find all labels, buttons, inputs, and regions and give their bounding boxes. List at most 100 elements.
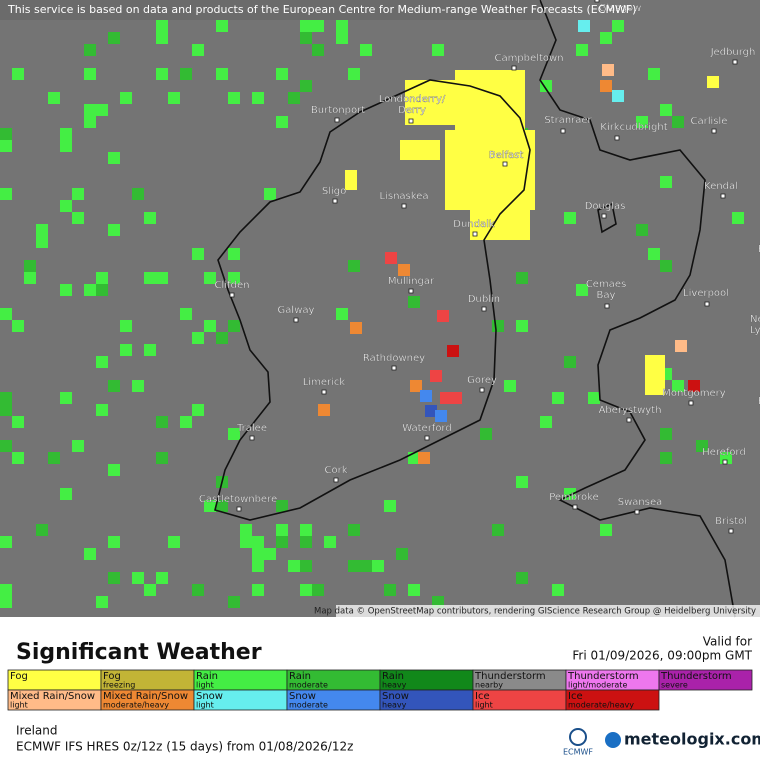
precip-cell <box>675 340 687 352</box>
rain-cell <box>660 428 672 440</box>
place-label: Mullingar <box>388 276 435 287</box>
place-dot <box>511 65 517 71</box>
rain-cell <box>0 392 12 404</box>
rain-cell <box>564 212 576 224</box>
place-label: Bristol <box>715 516 747 527</box>
precip-cell <box>425 405 437 417</box>
rain-cell <box>156 272 168 284</box>
rain-cell <box>12 452 24 464</box>
place-dot <box>236 506 242 512</box>
rain-cell <box>648 248 660 260</box>
rain-cell <box>576 284 588 296</box>
place-dot <box>479 387 485 393</box>
rain-cell <box>96 284 108 296</box>
rain-cell <box>120 92 132 104</box>
rain-cell <box>0 596 12 608</box>
rain-cell <box>264 548 276 560</box>
rain-cell <box>324 536 336 548</box>
banner: This service is based on data and produc… <box>7 3 636 16</box>
legend-detail: light <box>196 681 214 690</box>
rain-cell <box>300 20 312 32</box>
rain-cell <box>216 332 228 344</box>
place-dot <box>401 203 407 209</box>
rain-cell <box>300 584 312 596</box>
place-label: Aberystwyth <box>599 405 662 416</box>
place-dot <box>293 317 299 323</box>
precip-cell <box>612 90 624 102</box>
place-dot <box>502 161 508 167</box>
rain-cell <box>672 380 684 392</box>
rain-cell <box>276 116 288 128</box>
rain-cell <box>180 68 192 80</box>
rain-cell <box>168 92 180 104</box>
rain-cell <box>288 92 300 104</box>
place-label: Sligo <box>322 186 346 197</box>
rain-cell <box>276 500 288 512</box>
rain-cell <box>228 320 240 332</box>
rain-cell <box>120 320 132 332</box>
rain-cell <box>24 272 36 284</box>
rain-cell <box>600 32 612 44</box>
place-dot <box>594 0 600 3</box>
rain-cell <box>360 560 372 572</box>
rain-cell <box>144 272 156 284</box>
valid-time: Fri 01/09/2026, 09:00pm GMT <box>572 649 752 663</box>
rain-cell <box>72 440 84 452</box>
place-label: Montgomery <box>662 388 725 399</box>
map-background <box>0 0 760 617</box>
place-label: Newca <box>750 314 760 325</box>
rain-cell <box>636 116 648 128</box>
place-dot <box>688 400 694 406</box>
rain-cell <box>240 524 252 536</box>
rain-cell <box>552 584 564 596</box>
rain-cell <box>96 104 108 116</box>
legend-name: Snow <box>289 691 316 702</box>
place-dot <box>321 389 327 395</box>
rain-cell <box>264 188 276 200</box>
legend-detail: nearby <box>475 681 503 690</box>
rain-cell <box>348 68 360 80</box>
place-dot <box>249 435 255 441</box>
place-label: Rathdowney <box>363 353 425 364</box>
rain-cell <box>252 548 264 560</box>
rain-cell <box>636 224 648 236</box>
rain-cell <box>384 584 396 596</box>
ecmwf-logo <box>569 728 587 746</box>
rain-cell <box>276 524 288 536</box>
place-label: Cork <box>324 465 347 476</box>
rain-cell <box>168 536 180 548</box>
rain-cell <box>312 44 324 56</box>
rain-cell <box>216 68 228 80</box>
legend-detail: freezing <box>103 681 135 690</box>
place-label: Burtonport <box>311 105 365 116</box>
rain-cell <box>96 356 108 368</box>
fog-area <box>707 76 719 88</box>
rain-cell <box>12 320 24 332</box>
rain-cell <box>108 380 120 392</box>
rain-cell <box>336 308 348 320</box>
place-label: Londonderry/ <box>379 94 446 105</box>
place-label: Lym <box>750 325 760 336</box>
place-dot <box>728 528 734 534</box>
rain-cell <box>600 524 612 536</box>
legend: Fog FogfreezingRainlightRainmoderateRainh… <box>7 669 753 711</box>
legend-name: Thunderstorm <box>474 671 546 682</box>
place-label: Jedburgh <box>710 47 756 58</box>
rain-cell <box>84 284 96 296</box>
rain-cell <box>252 92 264 104</box>
place-label: Stranraer <box>544 115 592 126</box>
place-label: Campbeltown <box>494 53 563 64</box>
rain-cell <box>204 320 216 332</box>
fog-area <box>455 70 525 130</box>
place-label: Kendal <box>704 181 738 192</box>
rain-cell <box>384 500 396 512</box>
rain-cell <box>660 176 672 188</box>
rain-cell <box>552 392 564 404</box>
legend-detail: severe <box>661 681 688 690</box>
rain-cell <box>0 584 12 596</box>
rain-cell <box>360 44 372 56</box>
rain-cell <box>228 248 240 260</box>
place-label: Belfast <box>489 150 524 161</box>
precip-cell <box>418 452 430 464</box>
rain-cell <box>312 20 324 32</box>
